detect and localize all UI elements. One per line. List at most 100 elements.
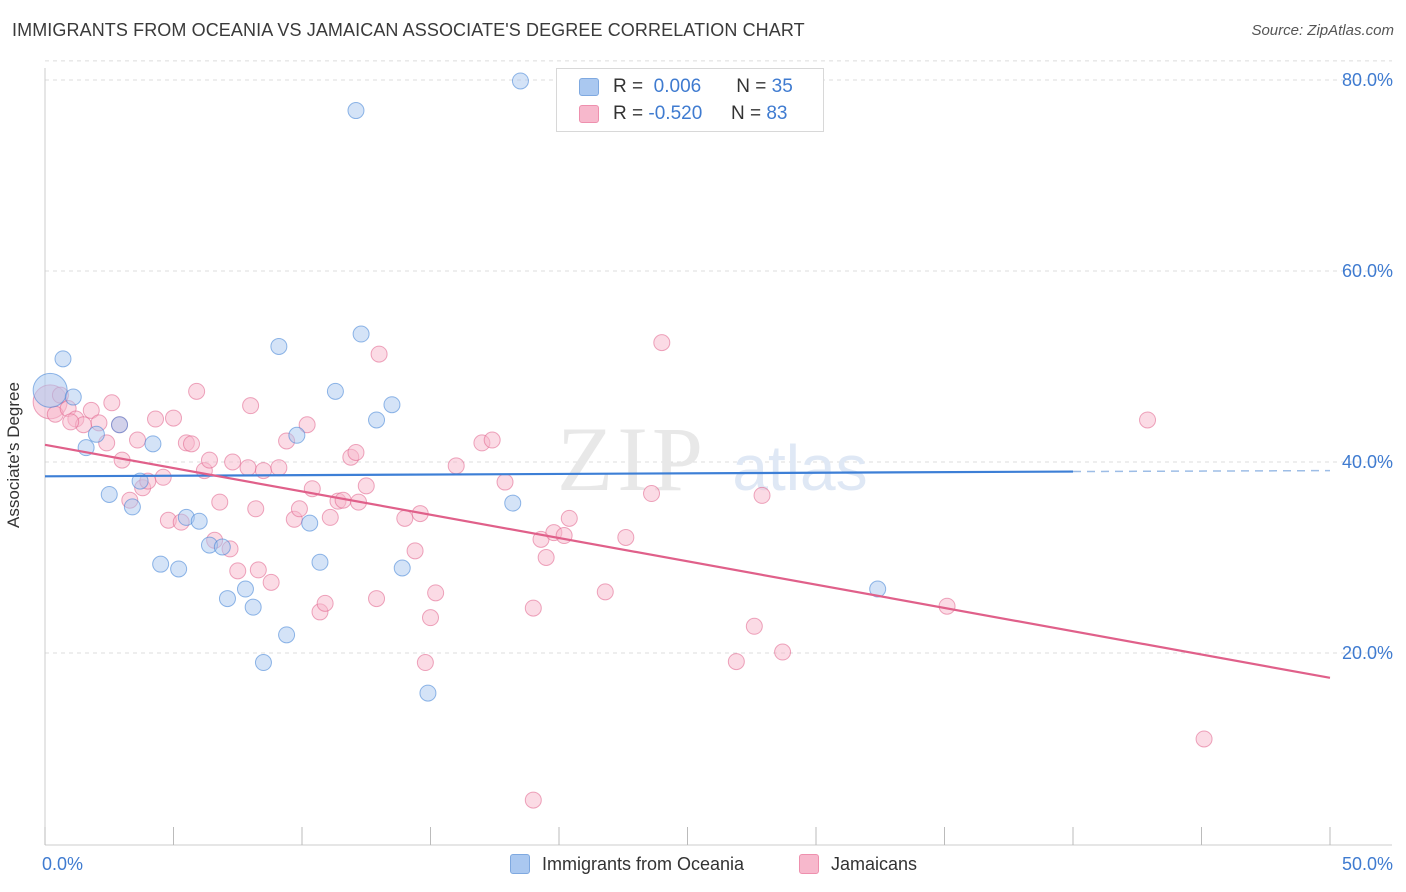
bottom-legend-swatch-oceania xyxy=(510,854,530,874)
jamaicans-point xyxy=(182,435,200,453)
series-jamaicans xyxy=(32,334,1213,809)
jamaicans-point xyxy=(249,561,267,579)
jamaicans-point xyxy=(1139,411,1157,429)
legend-n-label: N = xyxy=(736,76,767,97)
oceania-point xyxy=(54,350,72,368)
legend-n-value: 35 xyxy=(771,76,793,97)
oceania-point xyxy=(111,416,129,434)
jamaicans-point xyxy=(200,451,218,469)
oceania-point xyxy=(301,514,319,532)
jamaicans-point xyxy=(427,584,445,602)
oceania-point xyxy=(213,538,231,556)
oceania-point xyxy=(100,485,118,503)
jamaicans-point xyxy=(753,486,771,504)
jamaicans-point xyxy=(537,549,555,566)
jamaicans-point xyxy=(129,431,147,449)
oceania-point xyxy=(311,553,329,571)
jamaicans-point xyxy=(239,459,257,477)
chart-title: IMMIGRANTS FROM OCEANIA VS JAMAICAN ASSO… xyxy=(12,20,805,40)
oceania-point xyxy=(278,626,296,644)
jamaicans-point xyxy=(290,500,308,518)
jamaicans-point xyxy=(211,493,229,511)
watermark-zip: ZIP xyxy=(557,408,707,510)
jamaicans-point xyxy=(188,382,206,400)
jamaicans-point xyxy=(147,410,165,428)
jamaicans-point xyxy=(524,791,542,809)
jamaicans-point xyxy=(596,583,614,601)
jamaicans-point xyxy=(154,468,172,486)
oceania-point xyxy=(419,684,437,702)
jamaicans-point xyxy=(165,409,182,427)
oceania-point xyxy=(170,560,188,578)
jamaicans-point xyxy=(224,453,242,471)
oceania-point xyxy=(152,555,170,573)
legend-row-oceania: R = 0.006 N = 35 xyxy=(579,75,793,99)
bottom-legend-jamaicans: Jamaicans xyxy=(799,852,917,876)
legend-r-value: 0.006 xyxy=(653,76,702,97)
oceania-point xyxy=(64,388,82,406)
jamaicans-point xyxy=(229,562,247,580)
jamaicans-point xyxy=(774,643,792,661)
jamaicans-point xyxy=(653,334,671,352)
jamaicans-point xyxy=(416,654,434,672)
oceania-point xyxy=(352,325,370,343)
oceania-point xyxy=(32,372,68,408)
jamaicans-point xyxy=(270,459,288,477)
x-tick-label: 0.0% xyxy=(42,854,83,874)
jamaicans-point xyxy=(357,477,375,495)
oceania-point xyxy=(244,598,262,616)
jamaicans-point xyxy=(396,509,414,527)
oceania-point xyxy=(270,337,288,355)
oceania-point xyxy=(504,494,522,512)
trend-lines xyxy=(44,443,1331,679)
bottom-legend-label-oceania: Immigrants from Oceania xyxy=(542,853,745,874)
jamaicans-point xyxy=(298,416,316,434)
watermark: ZIP atlas xyxy=(557,408,868,510)
bottom-legend-label-jamaicans: Jamaicans xyxy=(831,853,918,874)
jamaicans-point xyxy=(422,609,439,627)
x-tick-label: 50.0% xyxy=(1342,854,1393,874)
oceania-point xyxy=(368,411,386,429)
jamaicans-point xyxy=(347,443,365,461)
legend-swatch-jamaicans xyxy=(579,105,599,123)
series-immigrants-from-oceania xyxy=(32,72,887,702)
oceania-point xyxy=(218,590,236,608)
jamaicans-point xyxy=(560,509,578,527)
oceania-point xyxy=(347,102,365,120)
y-tick-label: 40.0% xyxy=(1342,452,1393,472)
jamaicans-point xyxy=(938,597,956,615)
jamaicans-point xyxy=(247,500,265,518)
oceania-point xyxy=(236,580,254,598)
watermark-atlas: atlas xyxy=(732,432,867,504)
jamaicans-point xyxy=(370,345,388,363)
grid-lines xyxy=(45,60,1392,654)
oceania-point xyxy=(393,559,411,577)
y-tick-label: 80.0% xyxy=(1342,70,1393,90)
oceania-point xyxy=(87,425,105,443)
legend-row-jamaicans: R = -0.520 N = 83 xyxy=(579,102,787,126)
jamaicans-point xyxy=(555,527,573,545)
jamaicans-point xyxy=(103,394,121,412)
legend-n-label: N = xyxy=(730,103,762,124)
oceania-point xyxy=(383,396,401,414)
legend-r-value: -0.520 xyxy=(648,103,703,124)
jamaicans-point xyxy=(617,528,635,546)
jamaicans-point xyxy=(62,413,80,431)
jamaicans-point xyxy=(321,508,339,526)
bottom-legend-oceania: Immigrants from Oceania xyxy=(510,852,744,876)
jamaicans-point xyxy=(368,590,386,608)
oceania-point xyxy=(326,382,344,400)
jamaicans-point xyxy=(1195,730,1213,748)
jamaicans-point xyxy=(262,573,280,591)
oceania-point xyxy=(131,472,149,490)
bottom-legend-swatch-jamaicans xyxy=(799,854,819,874)
legend-r-label: R = xyxy=(613,103,644,124)
jamaicans-point xyxy=(82,401,100,419)
oceania-point xyxy=(144,435,162,453)
axes xyxy=(44,68,1392,846)
jamaicans-point xyxy=(242,397,260,415)
oceania-point xyxy=(190,512,208,530)
jamaicans-point xyxy=(447,457,465,475)
legend: R = 0.006 N = 35 R = -0.520 N = 83 xyxy=(556,68,824,132)
